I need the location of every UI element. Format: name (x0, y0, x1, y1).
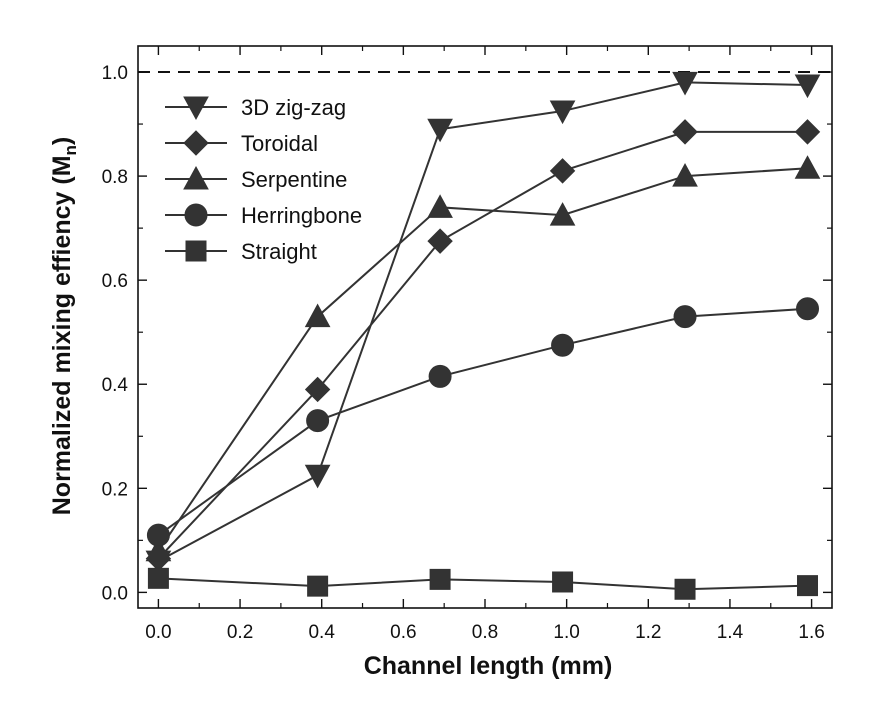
data-point-serpentine (549, 202, 576, 226)
legend: 3D zig-zag Toroidal Serpentine Herringbone S… (165, 95, 362, 264)
data-point-straight (797, 575, 819, 597)
x-tick-label: 1.0 (553, 622, 579, 643)
y-tick-label: 0.8 (102, 167, 128, 188)
legend-marker-serpentine (183, 165, 209, 190)
data-point-serpentine (794, 155, 821, 179)
y-tick-label: 0.6 (102, 271, 128, 292)
data-point-herringbone (428, 364, 452, 388)
legend-marker-herringbone (184, 203, 208, 227)
data-point-3d-zig-zag (427, 118, 453, 143)
data-point-serpentine (427, 194, 453, 218)
y-axis-title-close: ) (48, 137, 76, 145)
y-tick-label: 1.0 (102, 63, 128, 84)
legend-label-herringbone: Herringbone (241, 203, 362, 228)
x-tick-label: 1.4 (717, 622, 744, 643)
legend-label-serpentine: Serpentine (241, 167, 347, 192)
x-tick-label: 1.6 (798, 622, 824, 643)
data-point-3d-zig-zag (794, 74, 821, 99)
data-point-herringbone (306, 409, 330, 433)
data-point-herringbone (146, 523, 170, 547)
legend-marker-toroidal (183, 130, 209, 156)
series-line-toroidal (157, 130, 808, 560)
data-point-herringbone (673, 305, 697, 329)
x-tick-label: 0.6 (390, 622, 416, 643)
series-line-serpentine (157, 167, 808, 552)
data-point-toroidal (794, 119, 821, 145)
y-axis-title-subscript: n (61, 145, 80, 155)
data-point-3d-zig-zag (304, 464, 331, 489)
data-point-3d-zig-zag (672, 71, 698, 96)
series-line-straight (158, 577, 808, 591)
y-tick-label: 0.4 (102, 375, 129, 396)
data-point-toroidal (427, 228, 453, 254)
x-tick-label: 1.2 (635, 622, 661, 643)
data-point-serpentine (672, 163, 698, 187)
data-point-3d-zig-zag (549, 100, 576, 125)
legend-marker-3d-zig-zag (183, 96, 209, 121)
data-point-straight (307, 575, 329, 597)
data-point-serpentine (304, 303, 331, 328)
data-point-serpentine (145, 537, 172, 562)
legend-label-3d-zig-zag: 3D zig-zag (241, 95, 346, 120)
y-axis-title: Normalized mixing effiency (Mn) (48, 137, 80, 516)
legend-marker-straight (185, 240, 207, 262)
x-tick-label: 0.0 (145, 622, 171, 643)
x-axis-title: Channel length (mm) (364, 652, 613, 680)
data-point-straight (552, 571, 574, 593)
data-point-toroidal (672, 119, 698, 145)
data-point-straight (429, 568, 451, 590)
x-tick-label: 0.4 (308, 622, 335, 643)
data-point-straight (674, 578, 696, 600)
series-line-herringbone (157, 307, 808, 536)
x-tick-label: 0.2 (227, 622, 253, 643)
y-tick-label: 0.2 (102, 479, 128, 500)
data-point-toroidal (549, 158, 576, 184)
series-line-3d-zig-zag (157, 81, 808, 563)
data-point-herringbone (551, 333, 575, 357)
data-point-toroidal (304, 376, 331, 403)
data-point-herringbone (796, 297, 820, 321)
plot-layer: 0.0 0.2 0.4 0.6 0.8 1.0 1.2 1.4 1.6 0.0 0.2 0.4 0.6 0… (102, 45, 833, 643)
legend-label-toroidal: Toroidal (241, 131, 318, 156)
y-axis-title-main: Normalized mixing effiency (M (48, 155, 76, 515)
y-tick-label: 0.0 (102, 583, 128, 604)
legend-label-straight: Straight (241, 239, 317, 264)
data-point-straight (147, 567, 169, 589)
x-tick-label: 0.8 (472, 622, 498, 643)
